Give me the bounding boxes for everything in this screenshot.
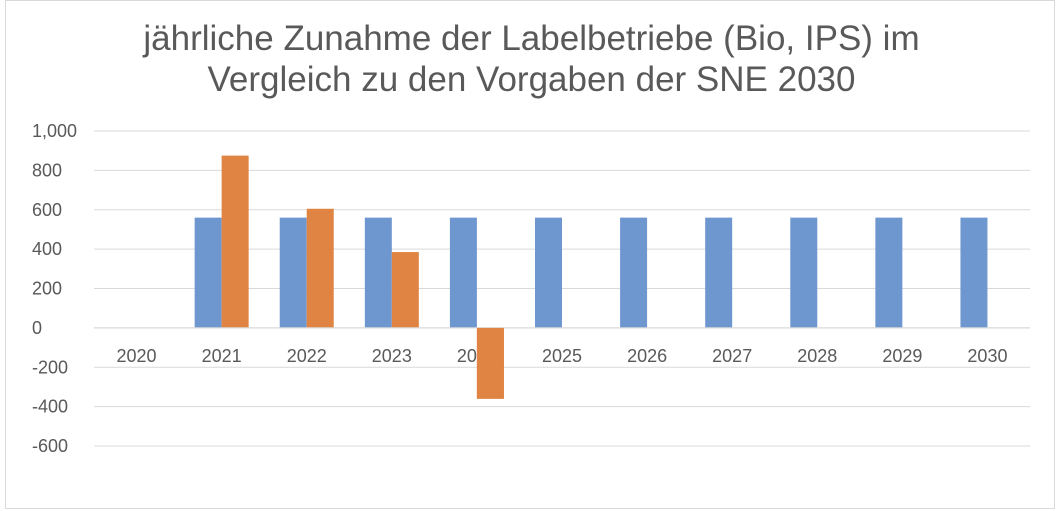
y-tick-label: 600 [32,200,62,220]
y-tick-label: 400 [32,239,62,259]
x-tick-label: 2023 [372,346,412,366]
y-tick-label: -600 [32,436,68,456]
bar-series-1-2028 [790,217,818,328]
x-tick-label: 2021 [202,346,242,366]
x-tick-label: 2028 [797,346,837,366]
x-tick-label: 2020 [117,346,157,366]
bar-series-2-2021 [221,155,249,328]
bar-series-1-2027 [705,217,733,328]
bar-series-2-2023 [391,252,419,328]
bar-series-1-2024 [449,217,477,328]
x-tick-label: 2030 [967,346,1007,366]
x-tick-label: 2026 [627,346,667,366]
y-tick-label: 800 [32,160,62,180]
y-tick-label: 1,000 [32,121,77,141]
y-tick-label: 200 [32,279,62,299]
x-tick-label: 2027 [712,346,752,366]
x-tick-label: 2025 [542,346,582,366]
y-tick-label: 0 [32,318,42,338]
bar-series-2-2022 [306,208,334,328]
chart-title: jährliche Zunahme der Labelbetriebe (Bio… [0,18,1063,100]
bar-series-1-2030 [960,217,988,328]
bar-series-1-2025 [535,217,562,328]
x-tick-label: 2022 [287,346,327,366]
y-tick-label: -400 [32,397,68,417]
bar-series-1-2023 [364,217,392,328]
bar-series-1-2022 [279,217,307,328]
y-tick-label: -200 [32,357,68,377]
bar-series-1-2021 [194,217,222,328]
bar-series-1-2029 [875,217,903,328]
chart-title-line-1: jährliche Zunahme der Labelbetriebe (Bio… [143,19,920,58]
x-tick-label: 20 [457,346,477,366]
x-tick-label: 2029 [882,346,922,366]
bar-series-2-2024-overlay [476,327,504,399]
chart-title-line-2: Vergleich zu den Vorgaben der SNE 2030 [207,60,856,99]
bar-series-1-2026 [620,217,648,328]
